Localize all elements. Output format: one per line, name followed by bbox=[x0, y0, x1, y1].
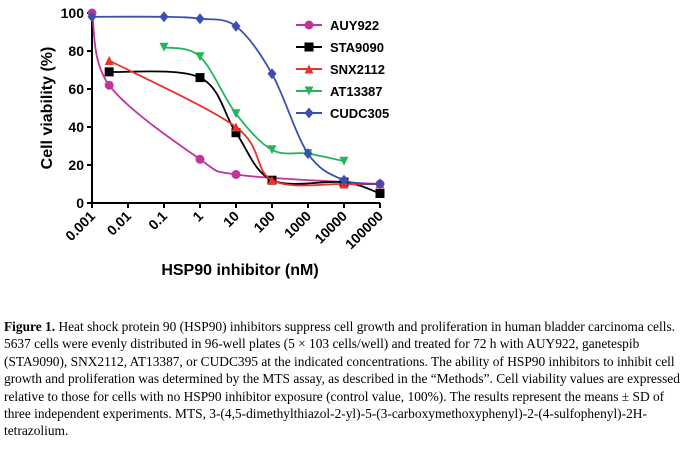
data-point bbox=[231, 170, 241, 179]
data-point bbox=[231, 20, 241, 32]
legend-marker bbox=[304, 107, 314, 119]
legend-marker bbox=[304, 42, 314, 52]
caption-label: Figure 1. bbox=[4, 319, 56, 334]
chart: HSP90 inhibitor (nM) Cell viability (%) … bbox=[39, 5, 389, 279]
data-point bbox=[195, 73, 205, 83]
data-point bbox=[303, 148, 313, 160]
data-point bbox=[339, 156, 349, 166]
y-axis-label: Cell viability (%) bbox=[39, 47, 56, 170]
data-point bbox=[231, 122, 241, 132]
legend-marker bbox=[304, 64, 314, 74]
data-point bbox=[267, 175, 277, 185]
x-tick-label: 100000 bbox=[342, 208, 386, 252]
y-tick-label: 60 bbox=[68, 81, 84, 97]
legend-label: AT13387 bbox=[330, 84, 383, 99]
x-tick-label: 0.001 bbox=[62, 208, 98, 244]
series-line bbox=[108, 59, 381, 187]
data-point bbox=[375, 178, 385, 190]
y-tick-label: 20 bbox=[68, 157, 84, 173]
legend-label: STA9090 bbox=[330, 40, 384, 55]
y-tick-label: 100 bbox=[61, 5, 85, 21]
data-point bbox=[375, 189, 385, 198]
y-tick-label: 40 bbox=[68, 119, 84, 135]
legend-marker bbox=[304, 86, 314, 96]
data-point bbox=[159, 42, 169, 52]
y-tick-label: 0 bbox=[76, 195, 84, 211]
data-point bbox=[231, 109, 241, 119]
data-point bbox=[104, 67, 114, 77]
x-tick-label: 0.01 bbox=[104, 208, 135, 239]
legend-label: SNX2112 bbox=[330, 62, 385, 77]
data-point bbox=[159, 11, 169, 23]
x-tick-label: 1 bbox=[189, 208, 206, 225]
data-point bbox=[231, 128, 241, 138]
x-axis-label: HSP90 inhibitor (nM) bbox=[161, 262, 318, 279]
series-line bbox=[163, 46, 345, 163]
legend-label: CUDC305 bbox=[330, 106, 389, 121]
caption-text: Heat shock protein 90 (HSP90) inhibitors… bbox=[4, 319, 680, 439]
legend-label: AUY922 bbox=[330, 18, 379, 33]
legend-marker bbox=[304, 20, 314, 30]
data-point bbox=[104, 56, 114, 65]
caption: Figure 1. Heat shock protein 90 (HSP90) … bbox=[4, 318, 686, 440]
data-point bbox=[87, 11, 97, 23]
data-point bbox=[195, 154, 205, 164]
data-point bbox=[195, 13, 205, 25]
y-tick-label: 80 bbox=[68, 43, 84, 59]
x-tick-label: 100 bbox=[250, 208, 278, 236]
data-point bbox=[267, 68, 277, 80]
data-point bbox=[195, 52, 205, 62]
x-tick-label: 1000 bbox=[281, 208, 314, 241]
data-point bbox=[267, 145, 277, 155]
x-tick-label: 10 bbox=[220, 208, 242, 230]
x-tick-label: 0.1 bbox=[145, 208, 170, 233]
data-point bbox=[104, 80, 114, 90]
data-point bbox=[339, 174, 349, 186]
